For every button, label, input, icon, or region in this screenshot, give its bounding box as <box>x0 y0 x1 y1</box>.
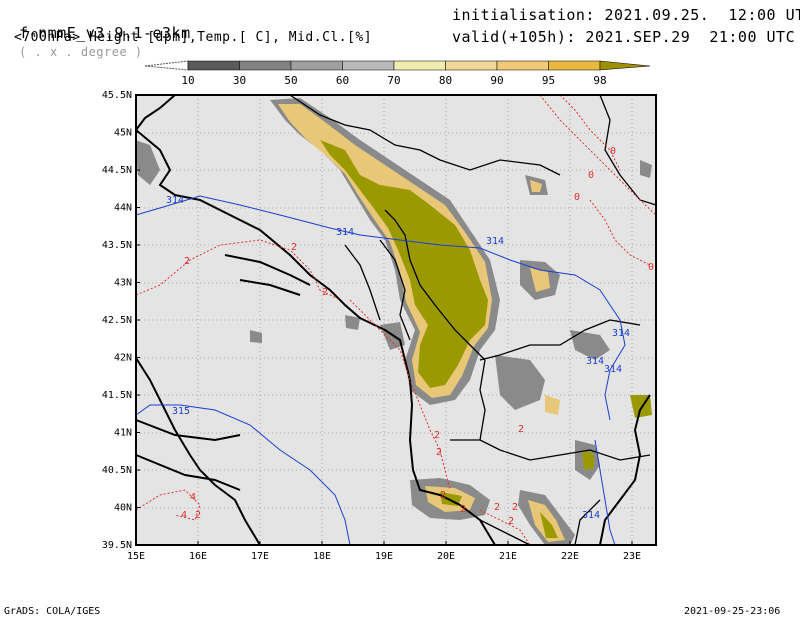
colorbar-label: 95 <box>542 74 555 87</box>
longitude-label: 23E <box>623 551 641 562</box>
latitude-label: 44.5N <box>102 165 132 176</box>
latitude-label: 42.5N <box>102 315 132 326</box>
colorbar-swatch <box>290 60 343 71</box>
temp-label: 2 <box>291 242 297 253</box>
height-label: 314 <box>582 510 600 521</box>
longitude-label: 19E <box>375 551 393 562</box>
temp-label: 0 <box>648 262 654 273</box>
temp-label: 2 <box>440 490 446 501</box>
colorbar-label: 50 <box>284 74 297 87</box>
latitude-label: 43N <box>114 278 132 289</box>
colorbar-swatch <box>496 60 549 71</box>
temp-label: 2 <box>460 504 466 515</box>
latitude-label: 39.5N <box>102 540 132 551</box>
longitude-label: 16E <box>189 551 207 562</box>
temp-label: 4 <box>190 492 196 503</box>
longitude-label: 22E <box>561 551 579 562</box>
latitude-label: 42N <box>114 353 132 364</box>
temp-label: 2 <box>434 430 440 441</box>
height-label: 314 <box>586 356 604 367</box>
cloud-cover-layer <box>135 98 652 545</box>
colorbar-swatch <box>393 60 446 71</box>
latitude-label: 41N <box>114 428 132 439</box>
temp-label: 4 <box>181 510 187 521</box>
latitude-label: 45.5N <box>102 90 132 101</box>
colorbar-label: 90 <box>490 74 503 87</box>
longitude-label: 20E <box>437 551 455 562</box>
latitude-label: 43.5N <box>102 240 132 251</box>
colorbar-label: 70 <box>387 74 400 87</box>
colorbar-label: 60 <box>336 74 349 87</box>
footer-credit: GrADS: COLA/IGES <box>4 606 101 617</box>
temperature-contours <box>135 94 657 546</box>
height-label: 314 <box>166 195 184 206</box>
colorbar-swatch <box>342 60 395 71</box>
temp-label: 2 <box>322 287 328 298</box>
colorbar-high-triangle <box>599 60 651 71</box>
height-label: 314 <box>336 227 354 238</box>
temp-label: 2 <box>195 510 201 521</box>
model-title: f-nmmE_v3.9.1-e3km ( . x . degree ) <box>0 6 191 60</box>
longitude-label: 21E <box>499 551 517 562</box>
colorbar: 10 30 50 60 70 80 90 95 98 <box>144 60 651 87</box>
temp-label: 2 <box>494 502 500 513</box>
colorbar-low-triangle <box>144 60 189 71</box>
temp-label: 0 <box>574 192 580 203</box>
colorbar-swatch <box>548 60 601 71</box>
longitude-label: 15E <box>127 551 145 562</box>
latitude-label: 40N <box>114 503 132 514</box>
temp-label: 2 <box>512 502 518 513</box>
colorbar-swatch <box>187 60 240 71</box>
colorbar-swatch <box>445 60 498 71</box>
longitude-label: 18E <box>313 551 331 562</box>
height-label: 315 <box>172 406 190 417</box>
longitude-axis: 15E 16E 17E 18E 19E 20E 21E 22E 23E <box>127 541 641 562</box>
height-label: 314 <box>612 328 630 339</box>
model-name: f-nmmE_v3.9.1-e3km <box>19 24 191 42</box>
height-label: 314 <box>604 364 622 375</box>
latitude-label: 41.5N <box>102 390 132 401</box>
colorbar-swatch <box>239 60 292 71</box>
latitude-axis: 45.5N 45N 44.5N 44N 43.5N 43N 42.5N 42N 41.5N 41N… <box>102 90 140 551</box>
colorbar-label: 10 <box>181 74 194 87</box>
projection-note: ( . x . degree ) <box>19 45 143 59</box>
height-contours <box>135 195 626 546</box>
latitude-label: 45N <box>114 128 132 139</box>
contour-label-group: 314 314 314 314 314 314 315 314 0 0 0 0 … <box>166 146 654 527</box>
initialisation-text: initialisation: 2021.09.25. 12:00 UTC <box>452 6 800 24</box>
temp-label: 0 <box>588 170 594 181</box>
colorbar-label: 30 <box>233 74 246 87</box>
colorbar-label: 98 <box>593 74 606 87</box>
footer-timestamp: 2021-09-25-23:06 <box>684 606 781 617</box>
longitude-label: 17E <box>251 551 269 562</box>
temp-label: 2 <box>508 516 514 527</box>
subtitle-text: <700hPa> Height [dpm],Temp.[ C], Mid.Cl.… <box>14 30 373 45</box>
temp-label: 0 <box>610 146 616 157</box>
temp-label: 2 <box>436 447 442 458</box>
colorbar-label: 80 <box>439 74 452 87</box>
temp-label: 2 <box>518 424 524 435</box>
latitude-label: 44N <box>114 203 132 214</box>
height-label: 314 <box>486 236 504 247</box>
latitude-label: 40.5N <box>102 465 132 476</box>
temp-label: 2 <box>184 256 190 267</box>
valid-time-text: valid(+105h): 2021.SEP.29 21:00 UTC <box>452 28 796 46</box>
country-borders <box>289 94 657 546</box>
